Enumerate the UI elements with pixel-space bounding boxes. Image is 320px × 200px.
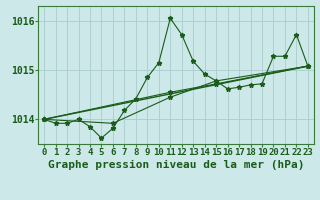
X-axis label: Graphe pression niveau de la mer (hPa): Graphe pression niveau de la mer (hPa) <box>48 160 304 170</box>
